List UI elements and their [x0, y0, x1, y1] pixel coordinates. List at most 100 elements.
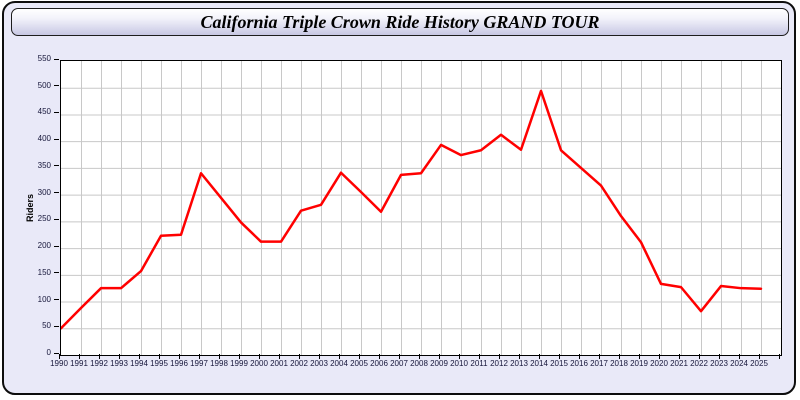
x-tick-label: 2014 — [530, 359, 548, 368]
y-tick — [54, 165, 59, 167]
y-tick-label: 400 — [37, 134, 51, 144]
y-tick-label: 200 — [37, 241, 51, 251]
y-tick-label: 100 — [37, 294, 51, 304]
y-tick — [54, 245, 59, 247]
x-tick — [618, 354, 620, 359]
x-tick — [758, 354, 760, 359]
x-tick-label: 2015 — [550, 359, 568, 368]
x-tick — [558, 354, 560, 359]
x-tick-label: 2011 — [470, 359, 488, 368]
y-tick — [54, 352, 59, 354]
y-tick-label: 50 — [42, 321, 51, 331]
x-tick-label: 2019 — [630, 359, 648, 368]
x-tick — [338, 354, 340, 359]
x-tick-label: 1994 — [130, 359, 148, 368]
x-tick — [598, 354, 600, 359]
x-tick — [698, 354, 700, 359]
x-tick-label: 2016 — [570, 359, 588, 368]
x-tick-label: 2009 — [430, 359, 448, 368]
chart-frame: California Triple Crown Ride History GRA… — [2, 1, 796, 395]
y-tick-label: 550 — [37, 54, 51, 63]
title-bar: California Triple Crown Ride History GRA… — [11, 8, 789, 36]
x-tick-label: 2012 — [490, 359, 508, 368]
x-tick — [158, 354, 160, 359]
y-tick-label: 500 — [37, 80, 51, 90]
x-tick — [738, 354, 740, 359]
x-tick — [98, 354, 100, 359]
x-tick-label: 1999 — [230, 359, 248, 368]
riders-series-line — [61, 89, 763, 330]
page-title: California Triple Crown Ride History GRA… — [200, 12, 600, 32]
x-tick-label: 2013 — [510, 359, 528, 368]
x-tick — [238, 354, 240, 359]
x-tick — [218, 354, 220, 359]
x-tick-label: 2004 — [330, 359, 348, 368]
x-tick — [658, 354, 660, 359]
y-tick — [54, 85, 59, 87]
y-tick-label: 250 — [37, 214, 51, 224]
x-tick — [198, 354, 200, 359]
x-tick — [298, 354, 300, 359]
y-tick-label: 450 — [37, 107, 51, 117]
y-tick — [54, 218, 59, 220]
x-tick-label: 2003 — [310, 359, 328, 368]
y-tick-label: 0 — [46, 348, 51, 357]
x-tick — [398, 354, 400, 359]
x-tick — [58, 354, 60, 359]
x-tick-label: 1993 — [110, 359, 128, 368]
x-tick-label: 2025 — [750, 359, 768, 368]
plot-svg — [61, 61, 781, 355]
x-tick — [478, 354, 480, 359]
x-tick-label: 2021 — [670, 359, 688, 368]
y-tick — [54, 138, 59, 140]
x-tick-label: 1997 — [190, 359, 208, 368]
x-tick — [378, 354, 380, 359]
x-tick — [498, 354, 500, 359]
x-tick-label: 2024 — [730, 359, 748, 368]
x-tick — [458, 354, 460, 359]
y-tick — [54, 325, 59, 327]
x-tick — [418, 354, 420, 359]
x-tick-label: 2020 — [650, 359, 668, 368]
x-tick-label: 2001 — [270, 359, 288, 368]
x-tick-label: 1992 — [90, 359, 108, 368]
x-tick — [118, 354, 120, 359]
x-tick — [718, 354, 720, 359]
y-tick-label: 300 — [37, 187, 51, 197]
x-tick — [138, 354, 140, 359]
x-tick — [578, 354, 580, 359]
x-tick — [258, 354, 260, 359]
x-tick-label: 2007 — [390, 359, 408, 368]
x-tick — [678, 354, 680, 359]
x-tick-label: 2002 — [290, 359, 308, 368]
x-tick-label: 1998 — [210, 359, 228, 368]
x-tick-label: 2005 — [350, 359, 368, 368]
plot-area — [60, 60, 782, 356]
x-tick — [438, 354, 440, 359]
x-tick — [318, 354, 320, 359]
y-tick — [54, 272, 59, 274]
y-tick — [54, 192, 59, 194]
x-tick — [518, 354, 520, 359]
x-tick-label: 2022 — [690, 359, 708, 368]
x-tick-label: 2010 — [450, 359, 468, 368]
y-tick-label: 350 — [37, 160, 51, 170]
y-tick — [54, 58, 59, 60]
x-tick — [538, 354, 540, 359]
x-tick-label: 2008 — [410, 359, 428, 368]
x-tick — [278, 354, 280, 359]
x-tick — [779, 354, 780, 359]
y-tick — [54, 299, 59, 301]
x-tick — [638, 354, 640, 359]
x-tick-label: 2017 — [590, 359, 608, 368]
x-tick-label: 1991 — [70, 359, 88, 368]
x-tick-label: 1990 — [50, 359, 68, 368]
x-tick-label: 1996 — [170, 359, 188, 368]
y-tick-label: 150 — [37, 267, 51, 277]
y-tick — [54, 111, 59, 113]
x-tick-label: 1995 — [150, 359, 168, 368]
x-tick — [178, 354, 180, 359]
x-tick — [358, 354, 360, 359]
x-tick-label: 2023 — [710, 359, 728, 368]
x-tick-label: 2018 — [610, 359, 628, 368]
